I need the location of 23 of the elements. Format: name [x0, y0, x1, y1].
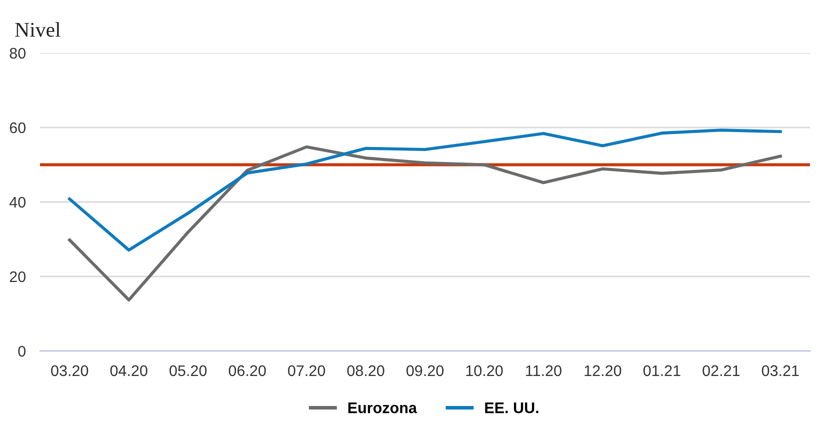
line-series: [68, 145, 782, 302]
y-tick-label: 80: [10, 48, 26, 59]
x-tick-label: 11.20: [526, 365, 562, 376]
x-tick-label: 10.20: [466, 365, 503, 376]
x-tick-label: 07.20: [288, 365, 326, 376]
x-tick-label: 02.21: [702, 365, 740, 376]
y-tick-label: 40: [9, 196, 26, 208]
legend-label: EE. UU.: [485, 402, 538, 414]
x-tick-label: 12.20: [584, 365, 622, 376]
y-axis-title: Nivel: [15, 22, 60, 37]
x-tick-label: 03.20: [51, 365, 88, 376]
y-tick-label: 0: [18, 346, 26, 357]
x-tick-label: 03.21: [762, 365, 799, 376]
x-tick-label: 08.20: [347, 365, 384, 376]
y-tick-label: 20: [10, 271, 26, 282]
x-tick-label: 04.20: [110, 365, 148, 376]
line-series: [68, 128, 782, 252]
x-tick-label: 01.21: [643, 365, 680, 376]
y-tick-label: 60: [10, 122, 26, 134]
legend-label: Eurozona: [348, 402, 418, 414]
x-tick-label: 05.20: [170, 365, 207, 376]
x-tick-label: 09.20: [406, 365, 444, 376]
x-tick-label: 06.20: [228, 365, 266, 376]
